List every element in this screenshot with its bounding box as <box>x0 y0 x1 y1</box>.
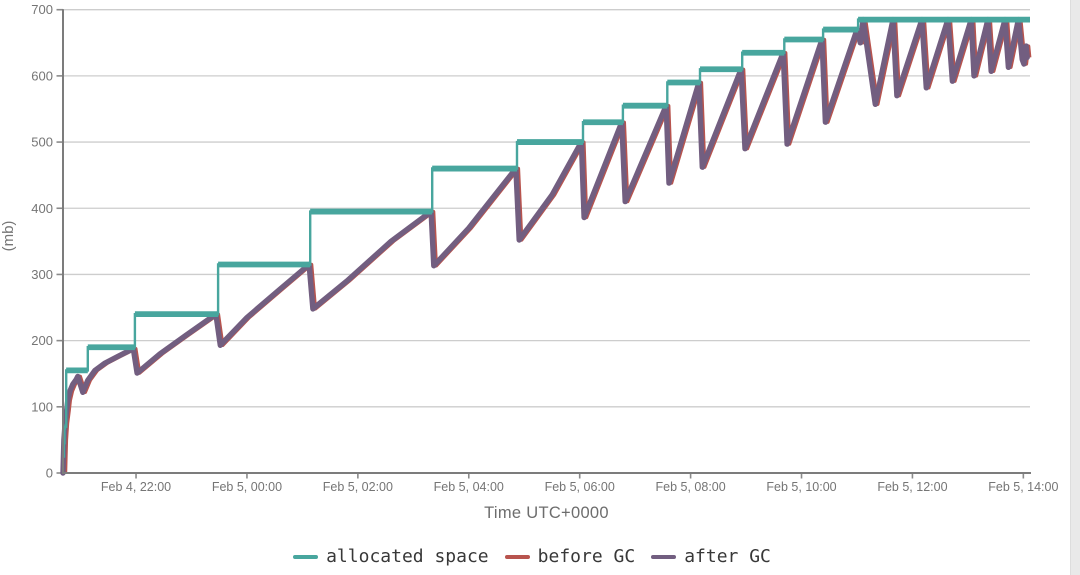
y-tick-label: 300 <box>31 267 53 282</box>
y-axis-ticks: 0 100 200 300 400 500 600 700 <box>31 2 63 481</box>
memory-usage-chart: 0 100 200 300 400 500 600 700 Feb 4, 22:00 Feb 5,… <box>0 2 1058 494</box>
page-edge-strip <box>1070 0 1080 575</box>
allocated-space-swatch-icon <box>293 554 319 559</box>
x-tick-label: Feb 4, 22:00 <box>101 480 171 494</box>
y-axis-title: (mb) <box>0 221 17 252</box>
y-tick-label: 200 <box>31 333 53 348</box>
y-tick-label: 600 <box>31 68 53 83</box>
x-tick-label: Feb 5, 00:00 <box>212 480 282 494</box>
y-tick-label: 0 <box>46 466 53 481</box>
legend-label: allocated space <box>326 546 489 567</box>
y-tick-label: 100 <box>31 399 53 414</box>
x-axis-title: Time UTC+0000 <box>484 504 609 522</box>
x-tick-label: Feb 5, 02:00 <box>323 480 393 494</box>
chart-legend: allocated space before GC after GC <box>0 546 1064 567</box>
before-gc-swatch-icon <box>504 554 530 559</box>
x-axis-ticks: Feb 4, 22:00 Feb 5, 00:00 Feb 5, 02:00 Feb … <box>101 473 1058 494</box>
x-tick-label: Feb 5, 08:00 <box>656 480 726 494</box>
x-tick-label: Feb 5, 04:00 <box>434 480 504 494</box>
y-tick-label: 400 <box>31 201 53 216</box>
x-tick-label: Feb 5, 10:00 <box>766 480 836 494</box>
legend-item-allocated-space: allocated space <box>293 546 489 567</box>
legend-label: before GC <box>537 546 636 567</box>
series-before-gc-line <box>63 17 1032 474</box>
x-tick-label: Feb 5, 12:00 <box>877 480 947 494</box>
series-allocated-space <box>62 16 1030 460</box>
legend-item-before-gc: before GC <box>504 546 636 567</box>
series-after-gc-line <box>60 16 1030 476</box>
x-tick-label: Feb 5, 14:00 <box>988 480 1058 494</box>
y-tick-label: 500 <box>31 135 53 150</box>
x-tick-label: Feb 5, 06:00 <box>545 480 615 494</box>
legend-label: after GC <box>684 546 771 567</box>
after-gc-swatch-icon <box>651 554 677 559</box>
legend-item-after-gc: after GC <box>651 546 771 567</box>
y-tick-label: 700 <box>31 2 53 17</box>
